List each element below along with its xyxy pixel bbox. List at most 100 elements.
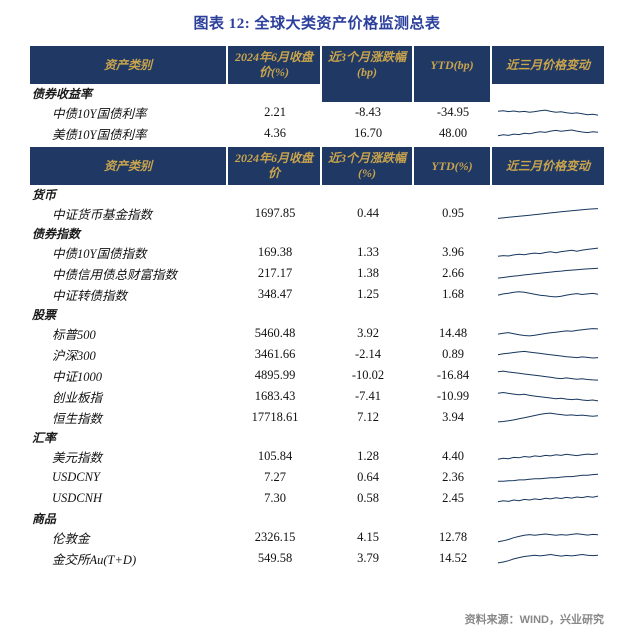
asset-name: 中证货币基金指数 [52,208,153,222]
sparkline-cell [492,266,604,281]
section-label: 商品 [32,511,57,526]
sparkline-chart [497,247,599,257]
asset-row: 伦敦金 2326.15 4.15 12.78 [30,527,604,548]
section-row: 货币 [30,185,604,203]
close-value: 5460.48 [254,326,296,340]
column-header: YTD(%) [414,147,492,185]
column-header: 近3个月涨跌幅(bp) [322,46,414,84]
sparkline-chart [497,109,599,116]
chg-3m-value: -10.02 [351,368,385,382]
sparkline-chart [497,533,599,543]
ytd-value: 3.96 [442,245,464,259]
section-row: 债券指数 [30,224,604,242]
figure-title: 图表 12: 全球大类资产价格监测总表 [193,16,441,32]
sparkline-chart [497,291,599,298]
sparkline-cell [492,105,604,120]
sparkline-chart [497,495,599,503]
chg-3m-value: 3.79 [357,551,379,565]
asset-row: 金交所Au(T+D) 549.58 3.79 14.52 [30,548,604,569]
asset-row: 沪深300 3461.66 -2.14 0.89 [30,344,604,365]
asset-name: 金交所Au(T+D) [52,553,137,567]
sparkline-cell [492,530,604,545]
section-label: 债券指数 [32,226,81,241]
asset-row: USDCNY 7.27 0.64 2.36 [30,467,604,488]
asset-name: 美债10Y国债利率 [52,128,147,142]
asset-name: 中债10Y国债利率 [52,107,147,121]
sparkline-chart [497,370,599,381]
asset-row: 中债10Y国债指数 169.38 1.33 3.96 [30,242,604,263]
column-header: 2024年6月收盘价(%) [228,46,322,84]
asset-name: 创业板指 [52,391,103,405]
asset-name: 中证转债指数 [52,289,128,303]
sparkline-chart [497,129,599,137]
sparkline-chart [497,412,599,423]
sparkline-cell [492,551,604,566]
ytd-value: 2.66 [442,266,464,280]
column-header: 资产类别 [30,147,228,185]
sparkline-cell [492,326,604,341]
close-value: 17718.61 [251,410,299,424]
section-label: 货币 [32,187,57,202]
sparkline-cell [492,245,604,260]
section-label: 债券收益率 [32,86,93,101]
close-value: 7.27 [264,470,286,484]
sparkline-cell [492,126,604,141]
sparkline-cell [492,449,604,464]
source-note: 资料来源：WIND，兴业研究 [464,614,604,626]
sparkline-chart [497,350,599,359]
section-row: 股票 [30,305,604,323]
asset-name: 伦敦金 [52,532,90,546]
section-row: 汇率 [30,428,604,446]
ytd-value: -10.99 [436,389,470,403]
close-value: 1697.85 [254,206,296,220]
sparkline-cell [492,368,604,383]
close-value: 4895.99 [254,368,296,382]
ytd-value: 2.36 [442,470,464,484]
ytd-value: 3.94 [442,410,464,424]
asset-name: 沪深300 [52,349,96,363]
asset-name: 中债10Y国债指数 [52,247,147,261]
asset-name: 美元指数 [52,451,103,465]
asset-row: 创业板指 1683.43 -7.41 -10.99 [30,386,604,407]
chg-3m-value: 4.15 [357,530,379,544]
chg-3m-value: -8.43 [354,105,382,119]
ytd-value: 4.40 [442,449,464,463]
chg-3m-value: 1.28 [357,449,379,463]
close-value: 348.47 [257,287,293,301]
sparkline-cell [492,410,604,425]
sparkline-cell [492,287,604,302]
chg-3m-value: 0.44 [357,206,379,220]
column-header: YTD(bp) [414,46,492,84]
close-value: 169.38 [257,245,293,259]
section-label: 股票 [32,307,57,322]
column-header: 2024年6月收盘价 [228,147,322,185]
asset-price-table: 资产类别 2024年6月收盘价(%) 近3个月涨跌幅(bp) YTD(bp) 近三月价格… [30,46,604,569]
column-header: 资产类别 [30,46,228,84]
close-value: 3461.66 [254,347,296,361]
chg-3m-value: 0.64 [357,470,379,484]
ytd-value: 12.78 [438,530,468,544]
table-header-row: 资产类别 2024年6月收盘价 近3个月涨跌幅(%) YTD(%) 近三月价格变动 [30,147,604,185]
column-header: 近3个月涨跌幅(%) [322,147,414,185]
close-value: 105.84 [257,449,293,463]
chg-3m-value: 7.12 [357,410,379,424]
ytd-value: 0.89 [442,347,464,361]
close-value: 4.36 [264,126,286,140]
sparkline-chart [497,453,599,460]
close-value: 7.30 [264,491,286,505]
chg-3m-value: -2.14 [354,347,382,361]
sparkline-cell [492,491,604,506]
asset-row: 中债信用债总财富指数 217.17 1.38 2.66 [30,263,604,284]
column-header: 近三月价格变动 [492,46,604,84]
column-header: 近三月价格变动 [492,147,604,185]
sparkline-cell [492,470,604,485]
sparkline-chart [497,267,599,279]
table-header-row: 资产类别 2024年6月收盘价(%) 近3个月涨跌幅(bp) YTD(bp) 近三月价格… [30,46,604,84]
sparkline-chart [497,208,599,219]
sparkline-cell [492,389,604,404]
section-spacer [414,84,492,102]
chg-3m-value: 1.25 [357,287,379,301]
ytd-value: 48.00 [438,126,468,140]
sparkline-chart [498,473,599,482]
